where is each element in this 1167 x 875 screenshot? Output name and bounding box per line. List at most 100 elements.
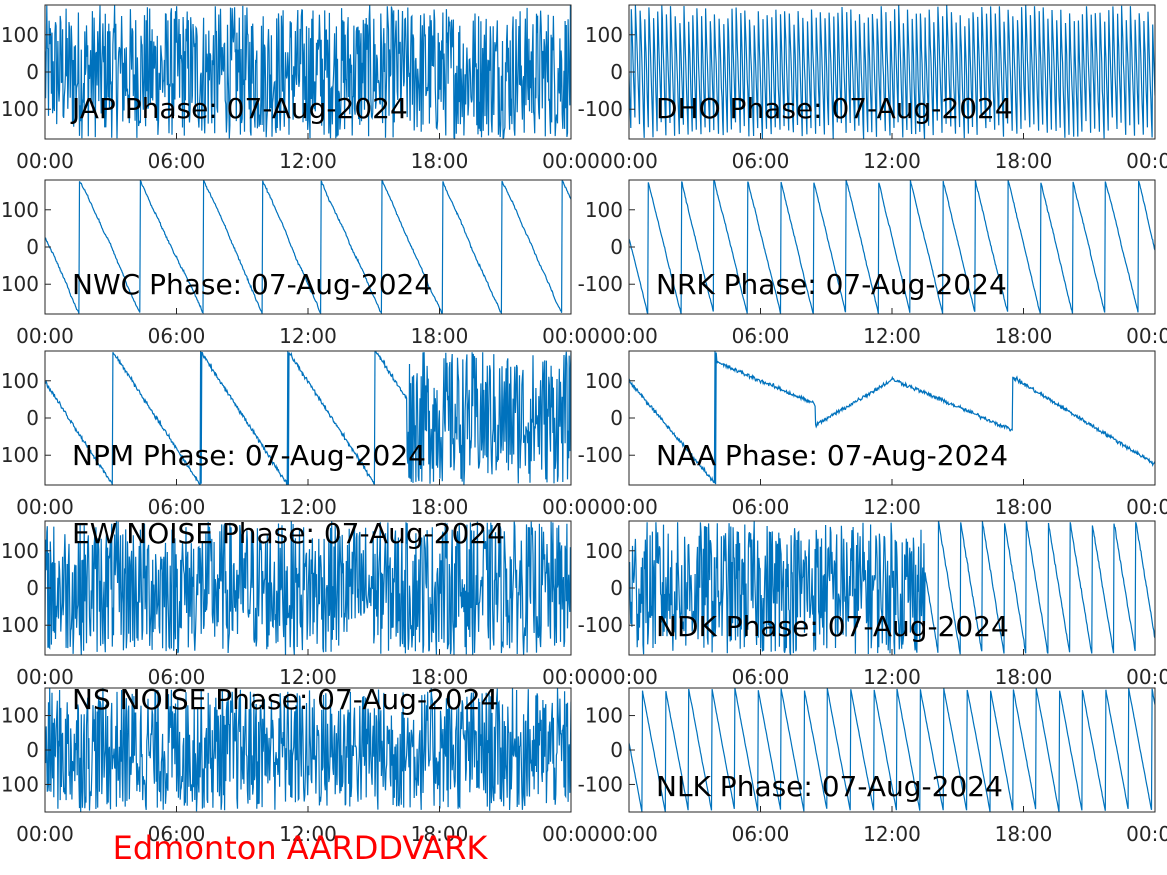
- x-tick-label: 06:00: [732, 149, 790, 173]
- y-tick-label: 0: [610, 60, 623, 84]
- series-line: [45, 688, 571, 812]
- x-tick-label: 00:00: [542, 149, 600, 173]
- y-tick-label: -100: [0, 97, 39, 121]
- x-tick-label: 00:00: [600, 149, 658, 173]
- x-tick-label: 18:00: [411, 324, 469, 348]
- x-tick-label: 12:00: [863, 324, 921, 348]
- y-tick-label: 100: [1, 539, 39, 563]
- x-tick-label: 00:00: [542, 324, 600, 348]
- panel-1: 100 0 -100 00:00 06:00 12:00 18:00 00:00 DHO Pha…: [578, 4, 1167, 173]
- x-tick-label: 12:00: [279, 822, 337, 846]
- x-tick-label: 12:00: [279, 324, 337, 348]
- x-tick-label: 00:00: [600, 665, 658, 689]
- panel-7: 100 0 -100 00:00 06:00 12:00 18:00 00:00 NDK Pha…: [578, 520, 1167, 689]
- panel-title: NS NOISE Phase: 07-Aug-2024: [72, 683, 498, 716]
- x-tick-label: 12:00: [279, 665, 337, 689]
- x-tick-label: 18:00: [995, 149, 1053, 173]
- x-tick-label: 00:00: [16, 324, 74, 348]
- y-tick-label: 100: [585, 369, 623, 393]
- x-tick-label: 12:00: [863, 822, 921, 846]
- x-tick-label: 00:00: [16, 822, 74, 846]
- x-tick-label: 00:00: [600, 495, 658, 519]
- y-tick-label: -100: [0, 613, 39, 637]
- x-tick-label: 12:00: [863, 149, 921, 173]
- x-tick-label: 06:00: [732, 324, 790, 348]
- y-tick-label: -100: [0, 772, 39, 796]
- panel-4: 100 0 -100 00:00 06:00 12:00 18:00 00:00 NPM Pha…: [0, 350, 600, 519]
- x-tick-label: 00:00: [600, 324, 658, 348]
- footer-label: Edmonton AARDDVARK: [113, 829, 489, 867]
- y-tick-label: 0: [610, 406, 623, 430]
- series-line: [629, 180, 1155, 314]
- panel-5: 100 0 -100 00:00 06:00 12:00 18:00 00:00 NAA Pha…: [578, 350, 1167, 519]
- x-tick-label: 18:00: [995, 495, 1053, 519]
- x-tick-label: 06:00: [148, 324, 206, 348]
- panel-title: NAA Phase: 07-Aug-2024: [656, 439, 1008, 472]
- y-tick-label: 0: [610, 576, 623, 600]
- panel-2: 100 0 -100 00:00 06:00 12:00 18:00 00:00 NWC Pha…: [0, 179, 600, 348]
- series-line: [629, 351, 1155, 485]
- panel-title: DHO Phase: 07-Aug-2024: [656, 92, 1013, 125]
- x-tick-label: 12:00: [863, 665, 921, 689]
- series-line: [629, 5, 1155, 139]
- x-tick-label: 00:00: [1126, 665, 1167, 689]
- x-tick-label: 06:00: [732, 665, 790, 689]
- x-tick-label: 18:00: [995, 324, 1053, 348]
- panel-title: NDK Phase: 07-Aug-2024: [656, 610, 1009, 643]
- x-tick-label: 18:00: [411, 665, 469, 689]
- x-tick-label: 00:00: [542, 495, 600, 519]
- panel-0: 100 0 -100 00:00 06:00 12:00 18:00 00:00 JAP Pha…: [0, 4, 600, 173]
- x-tick-label: 00:00: [600, 822, 658, 846]
- x-tick-label: 00:00: [1126, 149, 1167, 173]
- y-tick-label: -100: [578, 772, 623, 796]
- panel-3: 100 0 -100 00:00 06:00 12:00 18:00 00:00 NRK Pha…: [578, 179, 1167, 348]
- y-tick-label: 100: [585, 539, 623, 563]
- panel-title: NWC Phase: 07-Aug-2024: [72, 268, 432, 301]
- y-tick-label: -100: [578, 97, 623, 121]
- y-tick-label: 0: [26, 235, 39, 259]
- y-tick-label: 0: [610, 235, 623, 259]
- series-line: [45, 351, 571, 485]
- x-tick-label: 06:00: [148, 665, 206, 689]
- panel-title: JAP Phase: 07-Aug-2024: [70, 92, 408, 125]
- y-tick-label: 100: [585, 704, 623, 728]
- panel-title: NLK Phase: 07-Aug-2024: [656, 770, 1003, 803]
- x-tick-label: 06:00: [732, 495, 790, 519]
- series-line: [45, 5, 571, 139]
- x-tick-label: 18:00: [411, 822, 469, 846]
- panel-6: 100 0 -100 00:00 06:00 12:00 18:00 00:00 EW NOIS…: [0, 517, 600, 689]
- x-tick-label: 00:00: [542, 822, 600, 846]
- y-tick-label: 100: [1, 704, 39, 728]
- panel-title: NRK Phase: 07-Aug-2024: [656, 268, 1007, 301]
- y-tick-label: 0: [610, 738, 623, 762]
- x-tick-label: 12:00: [279, 495, 337, 519]
- x-tick-label: 00:00: [16, 149, 74, 173]
- x-tick-label: 18:00: [995, 665, 1053, 689]
- y-tick-label: 0: [26, 576, 39, 600]
- y-tick-label: 100: [1, 198, 39, 222]
- x-tick-label: 12:00: [863, 495, 921, 519]
- series-line: [629, 688, 1155, 812]
- x-tick-label: 06:00: [148, 149, 206, 173]
- x-tick-label: 18:00: [411, 495, 469, 519]
- panel-title: NPM Phase: 07-Aug-2024: [72, 439, 426, 472]
- series-line: [45, 180, 571, 314]
- y-tick-label: 0: [26, 60, 39, 84]
- y-tick-label: 100: [585, 23, 623, 47]
- x-tick-label: 00:00: [542, 665, 600, 689]
- x-tick-label: 00:00: [1126, 822, 1167, 846]
- x-tick-label: 00:00: [16, 665, 74, 689]
- panel-9: 100 0 -100 00:00 06:00 12:00 18:00 00:00 NLK Pha…: [578, 687, 1167, 846]
- x-tick-label: 00:00: [1126, 495, 1167, 519]
- y-tick-label: -100: [0, 272, 39, 296]
- x-tick-label: 00:00: [1126, 324, 1167, 348]
- y-tick-label: 0: [26, 738, 39, 762]
- y-tick-label: 0: [26, 406, 39, 430]
- x-tick-label: 18:00: [995, 822, 1053, 846]
- panel-8: 100 0 -100 00:00 06:00 12:00 18:00 00:00 NS NOIS…: [0, 683, 600, 846]
- x-tick-label: 18:00: [411, 149, 469, 173]
- y-tick-label: 100: [1, 369, 39, 393]
- x-tick-label: 06:00: [148, 822, 206, 846]
- y-tick-label: 100: [1, 23, 39, 47]
